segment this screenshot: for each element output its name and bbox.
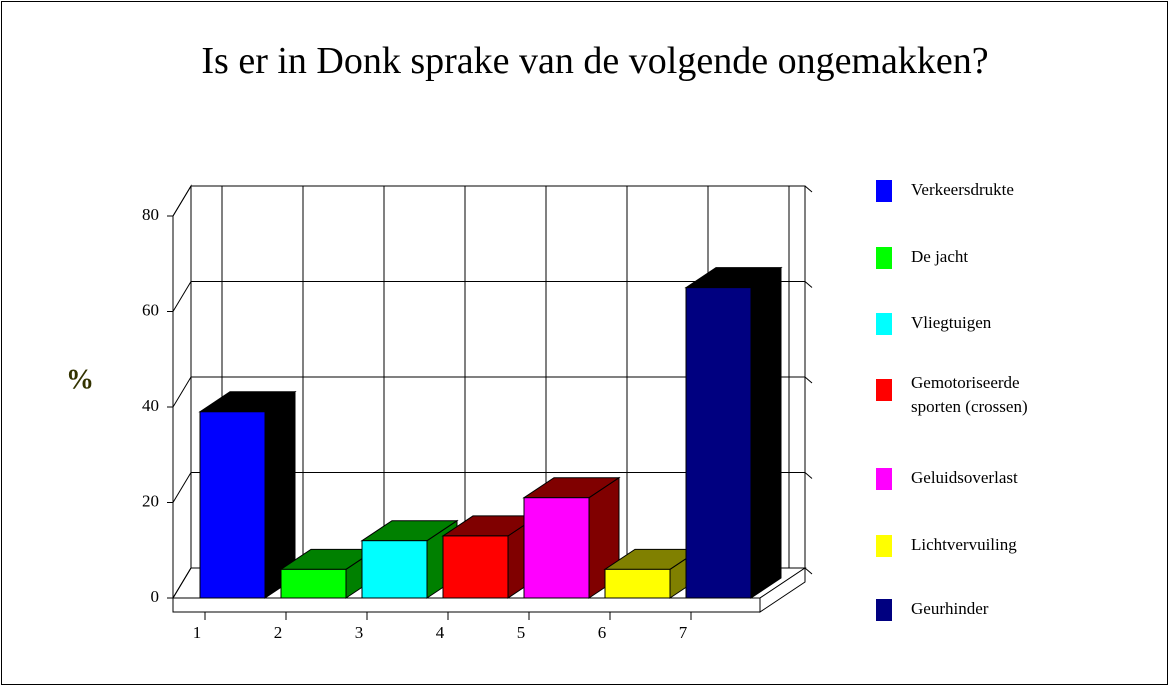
grid-line [172, 376, 813, 408]
legend-label: Geluidsoverlast [911, 468, 1018, 487]
y-axis-label: % [66, 364, 94, 395]
bar [199, 411, 266, 599]
legend-label: Lichtvervuiling [911, 535, 1017, 554]
y-tick-label: 40 [142, 396, 159, 415]
bar [604, 568, 671, 599]
x-tick-label: 4 [436, 623, 445, 642]
x-tick-label: 6 [598, 623, 607, 642]
floor-front [172, 597, 761, 613]
legend-swatch [876, 379, 892, 401]
bar [442, 535, 509, 599]
x-tick-label: 1 [193, 623, 202, 642]
bar-side [750, 266, 782, 599]
legend-label: Verkeersdrukte [911, 180, 1014, 199]
bar [685, 287, 752, 599]
legend-label: Vliegtuigen [911, 313, 992, 332]
legend-swatch [876, 468, 892, 490]
legend-swatch [876, 313, 892, 335]
legend-swatch [876, 180, 892, 202]
legend-swatch [876, 599, 892, 621]
legend-label: De jacht [911, 247, 968, 266]
legend-swatch [876, 535, 892, 557]
bar [280, 568, 347, 599]
x-tick-label: 3 [355, 623, 364, 642]
x-tick-label: 7 [679, 623, 688, 642]
x-tick-label: 5 [517, 623, 526, 642]
floor-side [759, 567, 806, 613]
y-tick-label: 60 [142, 300, 159, 319]
y-tick-label: 80 [142, 205, 159, 224]
bar [361, 540, 428, 599]
y-tick-label: 20 [142, 491, 159, 510]
legend-label: Gemotoriseerde sporten (crossen) [911, 373, 1028, 416]
grid-line [172, 472, 813, 503]
x-tick-label: 2 [274, 623, 283, 642]
grid-line [172, 281, 813, 312]
legend-swatch [876, 247, 892, 269]
legend-label: Geurhinder [911, 599, 989, 618]
grid-line [172, 185, 813, 217]
bar [523, 497, 590, 599]
chart-title: Is er in Donk sprake van de volgende ong… [201, 40, 989, 82]
y-tick-label: 0 [151, 587, 160, 606]
